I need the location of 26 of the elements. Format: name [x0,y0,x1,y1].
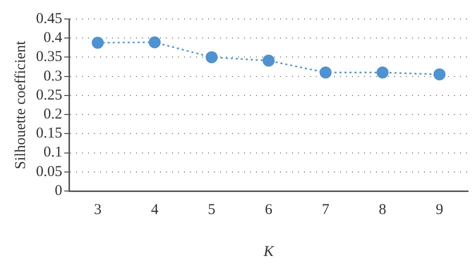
x-tick-label: 3 [94,202,102,218]
y-axis-title: Silhouette coefficient [12,40,29,170]
y-tick-label: 0.2 [44,106,62,122]
y-tick-label: 0.4 [44,30,63,46]
point [262,54,275,67]
y-tick-label: 0.25 [36,87,62,104]
point [320,66,332,79]
y-tick-label: 0.15 [36,126,62,142]
x-tick-label: 6 [264,202,273,218]
x-tick-label: 8 [378,202,386,218]
x-tick-label: 4 [150,202,159,218]
y-tick-label: 0.3 [44,68,62,84]
x-tick-label: 9 [436,202,444,218]
point [376,66,389,79]
point [206,51,218,64]
x-tick-label: 7 [322,202,330,218]
y-tick-label: 0.05 [36,164,62,180]
y-tick-label: 0 [54,182,62,199]
point [434,68,446,80]
y-tick-label: 0.35 [36,49,62,66]
point [92,36,104,49]
point [148,36,161,48]
y-tick-label: 0.1 [44,144,62,161]
y-tick-label: 0.45 [36,10,62,27]
x-axis-title: K [262,244,275,260]
x-tick-label: 5 [208,202,216,218]
